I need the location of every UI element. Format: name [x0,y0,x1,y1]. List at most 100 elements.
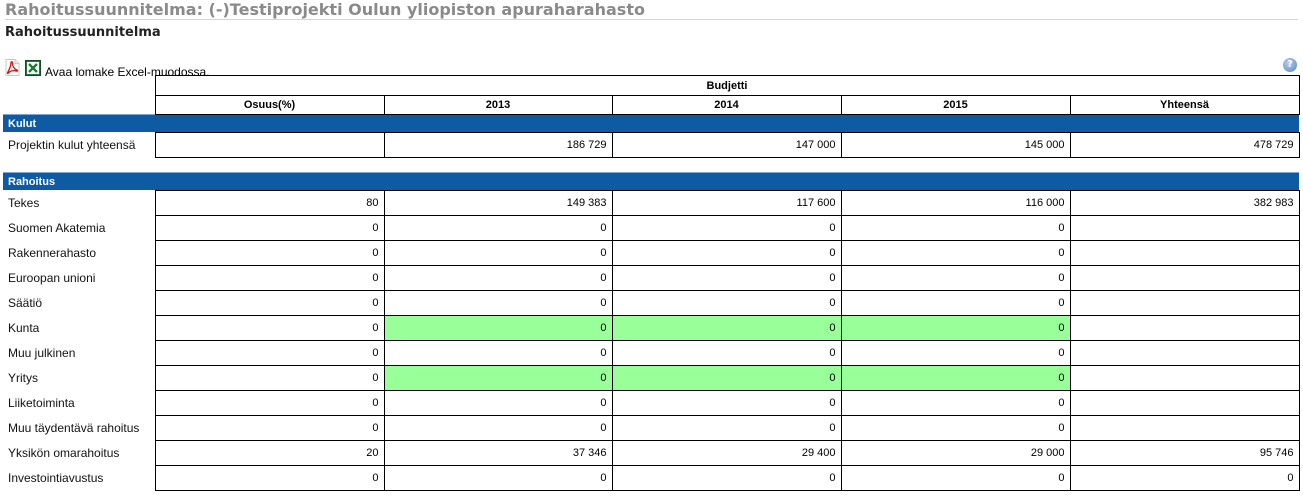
value-cell[interactable]: 0 [840,240,1071,266]
column-header: Yhteensä [1069,95,1300,115]
value-cell[interactable]: 382 983 [1069,190,1300,216]
budget-table: Budjetti Osuus(%) 2013 2014 2015 Yhteens… [3,75,1300,491]
row-label: Projektin kulut yhteensä [8,138,136,152]
value-cell[interactable] [1069,415,1300,441]
row-label: Suomen Akatemia [8,221,106,235]
table-row: Tekes 80 149 383 117 600 116 000 382 983 [3,190,1300,216]
value-cell[interactable]: 0 [154,240,385,266]
value-cell[interactable]: 0 [840,365,1071,391]
value-cell[interactable]: 0 [154,340,385,366]
value-cell[interactable]: 0 [383,315,613,341]
value-cell[interactable]: 0 [611,340,842,366]
value-cell[interactable]: 0 [383,265,613,291]
table-row: Kunta 0 0 0 0 [3,315,1300,341]
pdf-icon[interactable] [5,59,20,76]
row-label: Tekes [8,196,40,210]
value-cell[interactable]: 80 [154,190,385,216]
value-cell[interactable]: 0 [383,240,613,266]
value-cell[interactable]: 0 [154,265,385,291]
value-cell[interactable]: 116 000 [840,190,1071,216]
value-cell[interactable]: 149 383 [383,190,613,216]
value-cell[interactable]: 0 [383,215,613,241]
value-cell[interactable]: 0 [154,315,385,341]
value-cell[interactable]: 0 [840,390,1071,416]
value-cell[interactable]: 0 [840,415,1071,441]
value-cell[interactable]: 0 [383,365,613,391]
section-header-kulut: Kulut [3,114,1299,133]
toolbar: Avaa lomake Excel-muodossa. [5,56,210,79]
value-cell[interactable]: 0 [154,290,385,316]
excel-icon[interactable] [25,60,41,76]
value-cell[interactable]: 0 [383,390,613,416]
value-cell[interactable] [1069,265,1300,291]
value-cell[interactable]: 0 [611,290,842,316]
value-cell[interactable]: 0 [611,365,842,391]
header-blank-cell [3,96,155,115]
value-cell[interactable]: 0 [383,465,613,491]
value-cell[interactable]: 0 [611,315,842,341]
value-cell[interactable] [1069,315,1300,341]
value-cell[interactable]: 29 000 [840,440,1071,466]
help-icon[interactable]: ? [1283,58,1297,72]
value-cell[interactable] [1069,365,1300,391]
value-cell[interactable]: 0 [154,390,385,416]
table-row: Suomen Akatemia 0 0 0 0 [3,215,1300,241]
value-cell[interactable]: 0 [154,465,385,491]
value-cell[interactable]: 20 [154,440,385,466]
value-cell[interactable]: 0 [383,290,613,316]
row-label: Investointiavustus [8,471,104,485]
page-subtitle: Rahoitussuunnitelma [5,25,161,40]
value-cell[interactable]: 37 346 [383,440,613,466]
value-cell[interactable]: 0 [840,290,1071,316]
table-row: Yksikön omarahoitus 20 37 346 29 400 29 000 9… [3,440,1300,466]
value-cell[interactable]: 0 [383,415,613,441]
value-cell[interactable]: 95 746 [1069,440,1300,466]
table-row: Euroopan unioni 0 0 0 0 [3,265,1300,291]
table-row: Muu julkinen 0 0 0 0 [3,340,1300,366]
value-cell[interactable] [1069,390,1300,416]
value-cell[interactable]: 0 [840,315,1071,341]
value-cell[interactable]: 0 [840,215,1071,241]
table-row: Investointiavustus 0 0 0 0 0 [3,465,1300,491]
value-cell[interactable]: 0 [840,340,1071,366]
value-cell[interactable]: 186 729 [383,132,613,158]
budget-group-header: Budjetti [154,75,1300,96]
value-cell[interactable] [1069,240,1300,266]
value-cell[interactable]: 0 [840,265,1071,291]
table-row: Muu täydentävä rahoitus 0 0 0 0 [3,415,1300,441]
value-cell[interactable]: 0 [611,390,842,416]
page-title: Rahoitussuunnitelma: (-)Testiprojekti Ou… [5,0,1298,20]
value-cell[interactable]: 0 [154,215,385,241]
value-cell[interactable] [1069,215,1300,241]
value-cell[interactable]: 0 [840,465,1071,491]
section-spacer [3,158,1299,173]
header-row-columns: Osuus(%) 2013 2014 2015 Yhteensä [3,95,1300,115]
value-cell[interactable]: 0 [611,240,842,266]
table-row: Liiketoiminta 0 0 0 0 [3,390,1300,416]
column-header: 2013 [383,95,613,115]
value-cell[interactable]: 0 [1069,465,1300,491]
value-cell[interactable] [154,132,385,158]
value-cell[interactable]: 0 [154,365,385,391]
value-cell[interactable]: 0 [611,465,842,491]
value-cell[interactable]: 0 [611,415,842,441]
row-label: Säätiö [8,296,43,310]
value-cell[interactable]: 478 729 [1069,132,1300,158]
row-label: Yritys [8,371,38,385]
row-label: Yksikön omarahoitus [8,446,120,460]
column-header: 2014 [611,95,842,115]
table-row: Projektin kulut yhteensä 186 729 147 000 14… [3,132,1300,158]
value-cell[interactable]: 0 [154,415,385,441]
value-cell[interactable]: 145 000 [840,132,1071,158]
value-cell[interactable]: 147 000 [611,132,842,158]
value-cell[interactable] [1069,340,1300,366]
value-cell[interactable]: 117 600 [611,190,842,216]
column-header: Osuus(%) [154,95,385,115]
value-cell[interactable] [1069,290,1300,316]
value-cell[interactable]: 0 [383,340,613,366]
row-label: Liiketoiminta [8,396,75,410]
value-cell[interactable]: 0 [611,265,842,291]
value-cell[interactable]: 0 [611,215,842,241]
header-blank-cell [3,76,155,96]
value-cell[interactable]: 29 400 [611,440,842,466]
